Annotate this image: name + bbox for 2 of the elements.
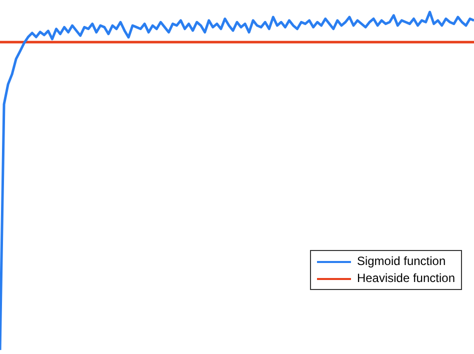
legend-label: Heaviside function [356,270,455,287]
legend-label: Sigmoid function [356,253,446,270]
